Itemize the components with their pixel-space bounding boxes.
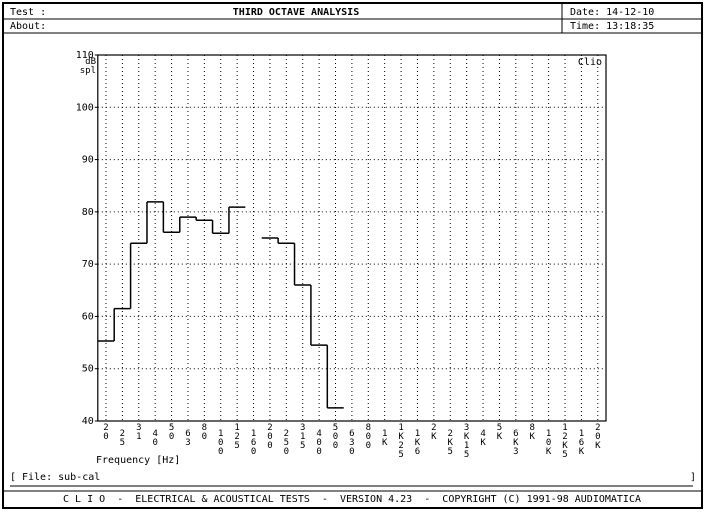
- brand: Clio: [578, 57, 602, 68]
- y-tick-label: 50: [82, 364, 94, 375]
- x-tick-label: 6K3: [513, 429, 519, 457]
- x-tick-label: 10K: [545, 429, 552, 457]
- y-tick-label: 110: [76, 50, 94, 61]
- x-tick-label: 31: [136, 423, 142, 442]
- x-tick-label: 4K: [480, 429, 486, 448]
- x-tick-label: 1K25: [398, 423, 404, 460]
- time: Time: 13:18:35: [570, 21, 654, 32]
- file-name: File: sub-cal: [22, 472, 100, 483]
- file-bracket: [: [10, 472, 16, 483]
- x-tick-label: 20: [103, 423, 109, 442]
- y-tick-label: 100: [76, 102, 94, 113]
- x-tick-label: 20K: [595, 423, 601, 451]
- y-tick-label: 60: [82, 311, 94, 322]
- file-bracket: ]: [690, 472, 696, 483]
- x-axis-label: Frequency [Hz]: [96, 455, 180, 466]
- x-tick-label: 5K: [496, 423, 503, 442]
- x-tick-label: 40: [152, 429, 158, 448]
- y-tick-label: 40: [82, 416, 94, 427]
- x-tick-label: 12K5: [562, 423, 568, 460]
- x-tick-label: 80: [201, 423, 208, 442]
- x-tick-label: 315: [300, 423, 306, 451]
- x-tick-label: 160: [250, 429, 257, 457]
- x-tick-label: 25: [119, 429, 126, 448]
- x-tick-label: 400: [316, 429, 322, 457]
- x-tick-label: 250: [283, 429, 290, 457]
- x-tick-label: 2K5: [447, 429, 453, 457]
- about-label: About:: [10, 21, 46, 32]
- x-tick-label: 3K15: [463, 423, 470, 460]
- footer: C L I O - ELECTRICAL & ACOUSTICAL TESTS …: [63, 494, 641, 505]
- y-tick-label: 70: [82, 259, 94, 270]
- x-tick-label: 8K: [529, 423, 535, 442]
- x-tick-label: 50: [168, 423, 175, 442]
- x-tick-label: 500: [332, 423, 339, 451]
- x-tick-label: 1K6: [414, 429, 421, 457]
- x-tick-label: 630: [349, 429, 355, 457]
- x-tick-label: 125: [234, 423, 240, 451]
- x-tick-label: 16K: [578, 429, 585, 457]
- test-label: Test :: [10, 7, 46, 18]
- date: Date: 14-12-10: [570, 7, 654, 18]
- x-tick-label: 1K: [381, 429, 388, 448]
- title: THIRD OCTAVE ANALYSIS: [233, 7, 359, 18]
- plot-frame: [97, 54, 607, 422]
- x-tick-label: 800: [365, 423, 371, 451]
- y-axis-label: dB spl: [79, 57, 96, 76]
- x-tick-label: 100: [218, 429, 224, 457]
- x-tick-label: 63: [185, 429, 191, 448]
- y-tick-label: 80: [82, 207, 94, 218]
- x-tick-label: 200: [267, 423, 273, 451]
- y-tick-label: 90: [82, 155, 94, 166]
- x-tick-label: 2K: [431, 423, 437, 442]
